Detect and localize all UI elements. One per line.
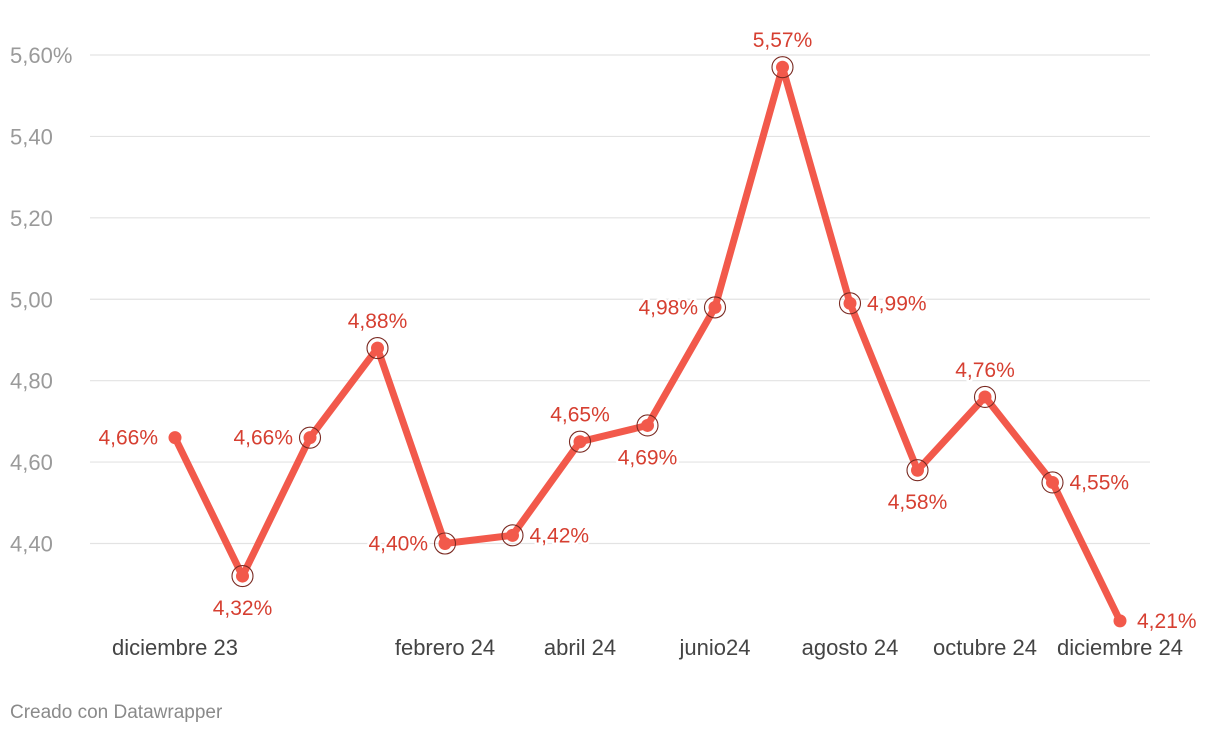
data-point-ring xyxy=(366,337,389,360)
data-point xyxy=(708,300,722,314)
data-point-ring xyxy=(838,292,862,315)
data-label: 4,88% xyxy=(348,310,408,333)
data-point xyxy=(1113,614,1127,628)
x-axis-ticks: diciembre 23 febrero 24 abril 24 junio24 ago… xyxy=(112,635,1183,660)
data-point-ring xyxy=(433,532,457,555)
data-point-ring xyxy=(636,414,659,437)
data-label: 4,40% xyxy=(368,533,428,556)
y-tick-label: 5,00 xyxy=(10,287,53,312)
x-tick-label: diciembre 24 xyxy=(1057,635,1183,660)
data-point xyxy=(911,463,924,477)
data-series xyxy=(168,56,1127,628)
data-label: 4,69% xyxy=(618,446,678,469)
data-point-ring xyxy=(568,430,592,453)
data-point-ring xyxy=(906,459,929,482)
data-point xyxy=(168,431,182,445)
data-label: 4,58% xyxy=(888,491,948,514)
y-tick-label: 4,80 xyxy=(10,369,53,394)
data-point xyxy=(978,390,992,404)
x-tick-label: abril 24 xyxy=(544,635,616,660)
data-label: 4,76% xyxy=(955,359,1015,382)
data-label: 5,57% xyxy=(753,29,813,52)
data-point-ring xyxy=(1041,471,1064,494)
data-label: 4,66% xyxy=(233,427,293,450)
x-tick-label: diciembre 23 xyxy=(112,635,238,660)
data-point-ring xyxy=(298,426,322,449)
data-point xyxy=(303,431,317,445)
x-tick-label: junio24 xyxy=(679,635,751,660)
y-tick-label: 5,40 xyxy=(10,124,53,149)
gridlines xyxy=(90,54,1150,545)
data-point xyxy=(438,537,452,550)
data-point-ring xyxy=(231,565,254,588)
credit-text: Creado con Datawrapper xyxy=(10,702,223,723)
y-tick-label: 4,40 xyxy=(10,532,53,557)
data-point xyxy=(236,569,249,583)
data-point xyxy=(641,418,654,432)
data-point xyxy=(776,60,789,74)
data-point-ring xyxy=(771,56,794,79)
y-tick-label: 5,60% xyxy=(10,43,72,68)
data-label: 4,55% xyxy=(1070,471,1130,494)
data-label: 4,32% xyxy=(213,597,273,620)
line-chart: 4,40 4,60 4,80 5,00 5,20 5,40 5,60% diciembre … xyxy=(10,27,1199,660)
data-point xyxy=(371,341,384,355)
data-point xyxy=(573,435,587,449)
series-line xyxy=(171,63,1124,625)
x-tick-label: octubre 24 xyxy=(933,635,1037,660)
data-label: 4,42% xyxy=(530,524,590,547)
data-point-ring xyxy=(703,296,727,319)
data-labels: 4,66% 4,32% 4,66% 4,88% 4,40% 4,42% 4,65% 4,69%… xyxy=(96,27,1199,636)
x-tick-label: agosto 24 xyxy=(802,635,899,660)
y-tick-label: 4,60 xyxy=(10,450,53,475)
data-label: 4,98% xyxy=(638,296,698,319)
data-point-ring xyxy=(501,524,524,547)
data-label: 4,99% xyxy=(867,292,927,315)
y-axis-ticks: 4,40 4,60 4,80 5,00 5,20 5,40 5,60% xyxy=(10,43,72,557)
data-label: 4,66% xyxy=(98,427,158,450)
data-label: 4,21% xyxy=(1137,610,1197,633)
data-point xyxy=(506,528,519,542)
x-tick-label: febrero 24 xyxy=(395,635,495,660)
y-tick-label: 5,20 xyxy=(10,206,53,231)
data-point-ring xyxy=(973,385,997,409)
data-point xyxy=(843,296,857,310)
data-point xyxy=(1046,475,1059,489)
data-label: 4,65% xyxy=(550,404,610,427)
